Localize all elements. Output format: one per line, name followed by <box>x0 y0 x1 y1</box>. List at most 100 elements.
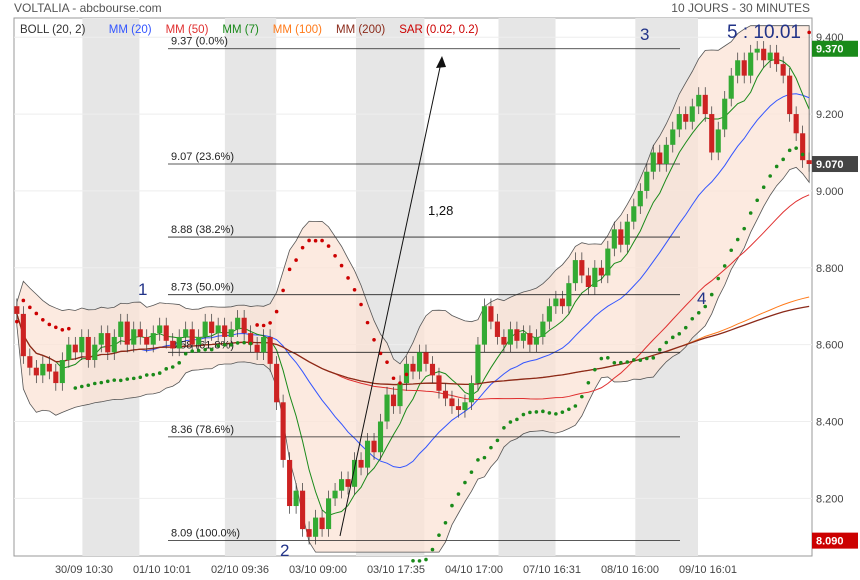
candle-body <box>566 283 572 307</box>
sar-dot <box>761 185 766 189</box>
sar-dot <box>138 375 143 380</box>
candle-body <box>280 402 286 460</box>
sar-dot <box>209 347 214 352</box>
sar-dot <box>398 381 402 385</box>
candle-body <box>423 352 429 364</box>
candle-body <box>748 52 754 76</box>
candle-body <box>689 106 695 122</box>
sar-dot <box>664 340 669 345</box>
candle-body <box>53 371 59 384</box>
candle-body <box>306 529 312 537</box>
y-tick-label: 8.800 <box>816 263 844 275</box>
candle-body <box>767 52 773 61</box>
legend-entry: BOLL (20, 2) <box>20 24 86 36</box>
candle-body <box>131 329 137 345</box>
sar-dot <box>47 322 52 327</box>
sar-dot <box>326 244 331 248</box>
candle-body <box>663 144 669 165</box>
candle-body <box>494 321 500 337</box>
candle-body <box>442 390 449 399</box>
y-tick-label: 8.200 <box>816 493 844 505</box>
sar-dot <box>554 412 558 416</box>
sar-dot <box>125 377 130 381</box>
candle-body <box>624 221 630 245</box>
sar-dot <box>560 410 565 414</box>
sar-dot <box>463 480 467 485</box>
sar-dot <box>547 411 552 415</box>
candle-body <box>85 336 91 361</box>
candle-body <box>780 64 786 76</box>
sar-dot <box>313 238 318 243</box>
candle-body <box>222 325 228 337</box>
candle-body <box>170 340 176 349</box>
sar-dot <box>729 248 734 253</box>
x-tick-label: 07/10 16:31 <box>523 564 581 576</box>
candle-body <box>410 363 416 372</box>
sar-dot <box>748 211 753 215</box>
candle-body <box>235 317 241 330</box>
time-annotation: 5 : 10.01 <box>727 22 801 43</box>
candle-body <box>364 440 371 468</box>
sar-dot <box>170 365 175 369</box>
candle-body <box>105 333 111 353</box>
sar-dot <box>255 323 259 327</box>
fib-label: 9.37 (0.0%) <box>171 36 228 48</box>
legend-entry: SAR (0.02, 0.2) <box>399 24 478 36</box>
candle-body <box>287 459 293 507</box>
sar-dot <box>294 258 298 262</box>
candle-body <box>20 313 26 357</box>
sar-dot <box>34 311 39 316</box>
candle-body <box>761 48 767 61</box>
x-tick-label: 09/10 16:01 <box>679 564 737 576</box>
candle-body <box>774 52 780 65</box>
legend-entry: MM (50) <box>166 24 209 36</box>
trend-arrow <box>339 57 443 537</box>
sar-dot <box>281 288 285 293</box>
sar-dot <box>346 276 350 280</box>
candle-body <box>261 336 267 353</box>
sar-dot <box>632 358 636 362</box>
sar-dot <box>476 458 480 462</box>
candle-body <box>92 344 98 361</box>
sar-dot <box>781 157 785 162</box>
candle-body <box>605 248 611 276</box>
sar-dot <box>112 378 117 382</box>
candle-body <box>806 160 812 165</box>
sar-dot <box>411 558 415 563</box>
sar-dot <box>677 332 682 336</box>
sar-dot <box>424 557 428 562</box>
sar-dot <box>404 372 409 377</box>
legend-entry: MM (20) <box>109 24 152 36</box>
candle-body <box>449 398 455 407</box>
sar-dot <box>534 410 539 414</box>
sar-dot <box>755 198 759 203</box>
candle-body <box>163 325 169 341</box>
sar-dot <box>580 394 584 399</box>
session-band <box>224 18 277 556</box>
legend-entry: MM (7) <box>222 24 259 36</box>
price-badge-label: 9.370 <box>816 44 844 56</box>
sar-dot <box>541 409 545 414</box>
candle-body <box>455 406 462 410</box>
sar-dot <box>469 470 474 474</box>
sar-dot <box>450 503 454 508</box>
candle-body <box>196 336 202 345</box>
x-tick-label: 03/10 09:00 <box>289 564 347 576</box>
rate-annotation: 1,28 <box>428 203 453 218</box>
candle-body <box>27 356 33 368</box>
y-tick-label: 8.600 <box>816 340 844 352</box>
sar-dot <box>619 360 623 365</box>
sar-dot <box>696 310 701 315</box>
candle-body <box>202 321 208 337</box>
sar-dot <box>586 381 591 385</box>
candle-body <box>585 275 591 287</box>
sar-dot <box>21 298 26 303</box>
candle-body <box>715 129 721 153</box>
candle-body <box>137 329 143 337</box>
candle-body <box>481 306 488 345</box>
sar-dot <box>300 245 305 250</box>
candle-body <box>754 48 760 53</box>
sar-dot <box>41 317 45 322</box>
x-tick-label: 30/09 10:30 <box>55 564 113 576</box>
